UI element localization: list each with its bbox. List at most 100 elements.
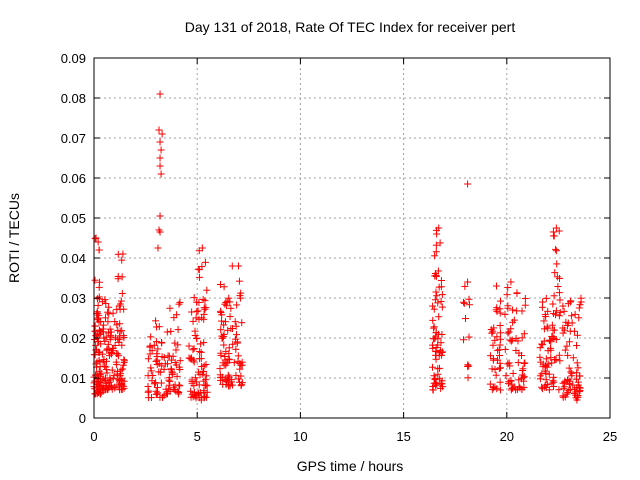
data-point [566,298,574,306]
data-point [98,350,106,358]
data-point [548,321,556,329]
data-point [432,241,440,249]
data-point [232,371,240,379]
data-point [238,319,246,327]
data-point [199,367,207,375]
data-point [488,365,496,373]
data-point [460,299,468,307]
data-point [95,357,103,365]
data-point [153,390,161,398]
data-point [544,324,552,332]
data-point [541,381,549,389]
x-tick-label: 10 [293,429,307,444]
data-point [176,298,184,306]
data-point [222,381,230,389]
data-point [101,337,109,345]
data-point [99,358,107,366]
data-point [105,303,113,311]
data-point [220,321,228,329]
data-point [515,383,523,391]
data-point [217,373,225,381]
data-point [201,258,209,266]
data-point [167,356,175,364]
data-point [508,384,516,392]
data-point [518,375,526,383]
data-point [465,333,473,341]
data-point [561,346,569,354]
data-point [559,329,567,337]
data-point [503,291,511,299]
data-point [186,355,194,363]
data-point [570,390,578,398]
data-point [176,382,184,390]
data-point [518,351,526,359]
data-point [490,324,498,332]
data-point [507,325,515,333]
data-point [568,372,576,380]
data-point [93,295,101,303]
data-point [156,154,164,162]
data-point [171,339,179,347]
data-point [538,383,546,391]
data-point [234,262,242,270]
data-point [509,306,517,314]
data-point [430,323,438,331]
x-axis-label: GPS time / hours [297,458,404,474]
data-point [550,309,558,317]
data-point [163,360,171,368]
data-point [459,298,467,306]
data-point [145,387,153,395]
y-tick-label: 0.06 [61,171,86,186]
data-point [512,347,520,355]
data-point [163,328,171,336]
data-point [222,302,230,310]
chart-title: Day 131 of 2018, Rate Of TEC Index for r… [185,19,516,35]
data-point [464,361,472,369]
data-point [237,361,245,369]
data-point [518,371,526,379]
data-point [565,364,573,372]
data-point [573,342,581,350]
y-tick-label: 0.05 [61,211,86,226]
data-point [104,318,112,326]
data-point [435,224,443,232]
data-point [103,345,111,353]
data-point [189,346,197,354]
data-point [496,386,504,394]
data-point [521,295,529,303]
data-point [539,385,547,393]
data-point [202,360,210,368]
data-point [430,305,438,313]
data-point [176,365,184,373]
data-point [173,311,181,319]
data-point [552,247,560,255]
data-point [545,370,553,378]
data-point [109,344,117,352]
data-point [230,359,238,367]
data-point [568,312,576,320]
data-point [573,396,581,404]
data-points [90,90,585,404]
data-point [166,304,174,312]
data-point [507,386,515,394]
data-point [192,392,200,400]
data-point [569,354,577,362]
data-point [489,383,497,391]
data-point [114,350,122,358]
data-point [118,375,126,383]
data-point [237,289,245,297]
data-point [91,276,99,284]
data-point [114,272,122,280]
data-point [560,307,568,315]
data-point [501,345,509,353]
data-point [549,300,557,308]
data-point [91,351,99,359]
data-point [551,269,559,277]
data-point [550,383,558,391]
data-point [231,318,239,326]
data-point [116,327,124,335]
data-point [431,296,439,304]
data-point [156,228,164,236]
data-point [547,354,555,362]
data-point [201,297,209,305]
